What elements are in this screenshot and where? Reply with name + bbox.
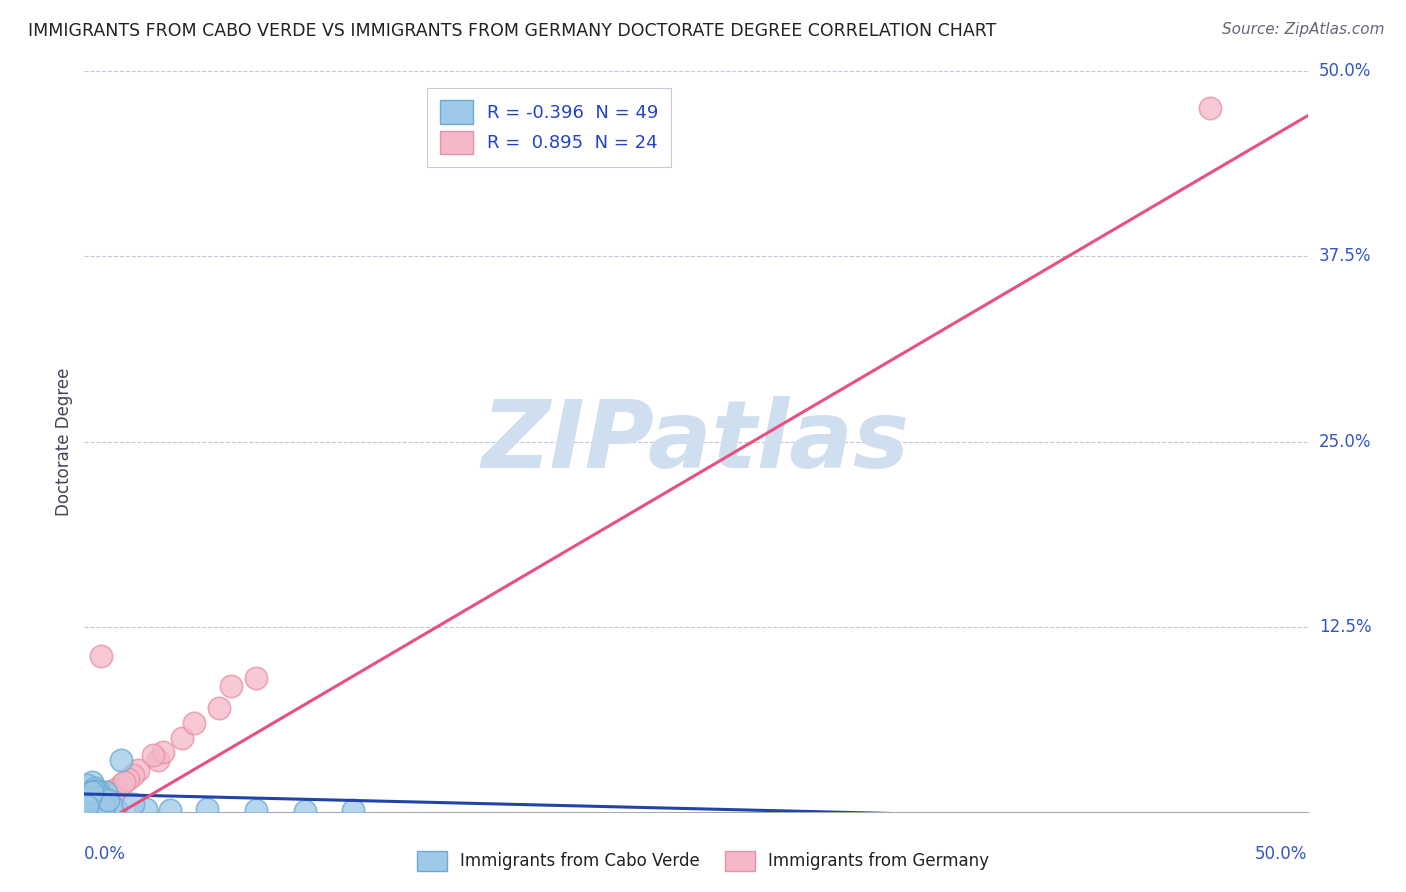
- Y-axis label: Doctorate Degree: Doctorate Degree: [55, 368, 73, 516]
- Point: [96, 785, 118, 799]
- Point: [77, 797, 100, 812]
- Point: [117, 772, 139, 786]
- Point: [127, 764, 149, 778]
- Text: 50.0%: 50.0%: [1319, 62, 1371, 80]
- Point: [86, 796, 108, 810]
- Point: [83, 787, 105, 801]
- Point: [79, 794, 101, 808]
- Point: [77, 794, 100, 808]
- Point: [110, 778, 132, 792]
- Point: [342, 803, 364, 817]
- Point: [76, 798, 98, 813]
- Point: [87, 784, 110, 798]
- Point: [79, 791, 101, 805]
- Text: 50.0%: 50.0%: [1256, 845, 1308, 863]
- Point: [77, 794, 100, 808]
- Point: [245, 672, 267, 686]
- Point: [208, 701, 231, 715]
- Point: [77, 793, 100, 807]
- Point: [94, 793, 117, 807]
- Point: [152, 746, 174, 760]
- Point: [110, 753, 132, 767]
- Point: [93, 800, 115, 814]
- Point: [89, 789, 111, 804]
- Point: [96, 787, 118, 801]
- Legend: R = -0.396  N = 49, R =  0.895  N = 24: R = -0.396 N = 49, R = 0.895 N = 24: [427, 87, 671, 167]
- Text: 0.0%: 0.0%: [84, 845, 127, 863]
- Point: [80, 789, 103, 803]
- Point: [84, 796, 107, 810]
- Point: [83, 797, 105, 812]
- Point: [142, 748, 165, 763]
- Point: [87, 796, 110, 810]
- Text: ZIPatlas: ZIPatlas: [482, 395, 910, 488]
- Point: [77, 800, 100, 814]
- Point: [91, 800, 114, 814]
- Point: [82, 785, 104, 799]
- Point: [83, 787, 105, 801]
- Point: [87, 793, 110, 807]
- Point: [86, 791, 108, 805]
- Point: [80, 789, 103, 803]
- Point: [97, 793, 120, 807]
- Point: [80, 775, 103, 789]
- Point: [90, 793, 112, 807]
- Point: [82, 789, 104, 804]
- Point: [183, 715, 205, 730]
- Point: [87, 800, 110, 814]
- Point: [80, 798, 103, 813]
- Text: Source: ZipAtlas.com: Source: ZipAtlas.com: [1222, 22, 1385, 37]
- Point: [82, 800, 104, 814]
- Point: [93, 796, 115, 810]
- Point: [135, 802, 157, 816]
- Point: [105, 802, 128, 816]
- Point: [79, 789, 101, 804]
- Point: [84, 780, 107, 795]
- Point: [1198, 102, 1220, 116]
- Point: [100, 798, 122, 813]
- Point: [146, 753, 169, 767]
- Text: IMMIGRANTS FROM CABO VERDE VS IMMIGRANTS FROM GERMANY DOCTORATE DEGREE CORRELATI: IMMIGRANTS FROM CABO VERDE VS IMMIGRANTS…: [28, 22, 997, 40]
- Point: [79, 782, 101, 797]
- Point: [97, 785, 120, 799]
- Point: [93, 789, 115, 804]
- Point: [82, 789, 104, 803]
- Text: 12.5%: 12.5%: [1319, 617, 1371, 636]
- Point: [76, 778, 98, 792]
- Point: [122, 797, 145, 812]
- Point: [195, 803, 218, 817]
- Point: [219, 679, 242, 693]
- Point: [90, 649, 112, 664]
- Point: [294, 804, 316, 818]
- Point: [87, 789, 110, 804]
- Point: [159, 803, 181, 817]
- Point: [84, 784, 107, 798]
- Point: [245, 803, 267, 817]
- Point: [103, 782, 125, 797]
- Point: [112, 775, 135, 789]
- Text: 25.0%: 25.0%: [1319, 433, 1371, 450]
- Text: 37.5%: 37.5%: [1319, 247, 1371, 266]
- Point: [122, 767, 145, 781]
- Point: [76, 796, 98, 810]
- Point: [172, 731, 194, 745]
- Point: [83, 784, 105, 798]
- Point: [77, 797, 100, 812]
- Point: [75, 797, 97, 812]
- Legend: Immigrants from Cabo Verde, Immigrants from Germany: Immigrants from Cabo Verde, Immigrants f…: [409, 842, 997, 880]
